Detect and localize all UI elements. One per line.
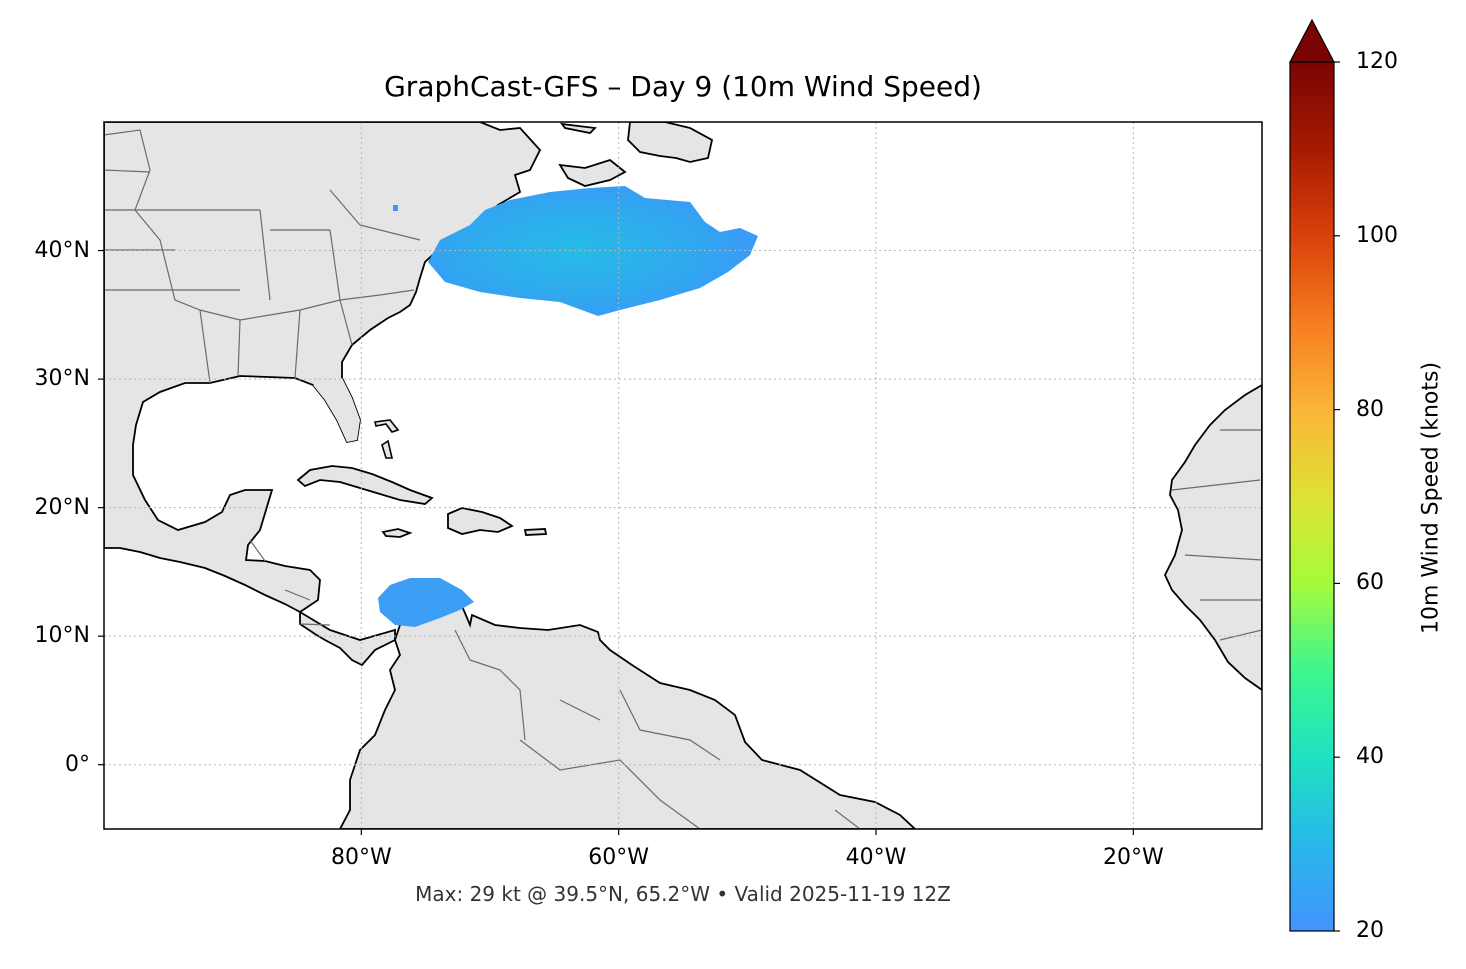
colorbar-scale — [1289, 61, 1335, 932]
lon-tick-label: 40°W — [845, 845, 907, 870]
hispaniola — [447, 507, 514, 535]
colorbar-tick-label: 80 — [1356, 396, 1384, 422]
lat-tick-label: 30°N — [34, 366, 90, 392]
colorbar-tick-label: 60 — [1356, 570, 1384, 596]
axis-ticks — [98, 249, 1134, 835]
anticosti-island — [560, 122, 597, 134]
colorbar-tick-label: 120 — [1356, 49, 1398, 74]
lat-tick-label: 10°N — [34, 623, 90, 649]
country-borders — [104, 129, 1262, 829]
great-lakes-wind-pixel — [393, 205, 398, 211]
lon-tick-label: 20°W — [1102, 845, 1164, 870]
colorbar-tick-label: 100 — [1356, 222, 1398, 248]
caribbean-wind-area — [378, 578, 474, 627]
nova-scotia — [558, 158, 627, 187]
florida-peninsula — [313, 378, 360, 442]
africa-landmass — [1164, 383, 1262, 692]
colorbar-ticks — [1334, 61, 1340, 932]
lat-tick-label: 40°N — [34, 237, 90, 263]
colorbar-tick-label: 20 — [1356, 918, 1384, 943]
gridlines — [104, 122, 1262, 829]
south-america-landmass — [338, 605, 917, 829]
lon-tick-label: 80°W — [330, 845, 392, 870]
colorbar-tick-label: 40 — [1356, 744, 1384, 770]
newfoundland — [627, 122, 714, 163]
bahamas — [374, 419, 400, 459]
lon-tick-label: 60°W — [588, 845, 650, 870]
colorbar-label: 10m Wind Speed (knots) — [1418, 361, 1444, 635]
lat-tick-label: 0° — [65, 751, 90, 777]
colorbar-extend-arrow — [1289, 18, 1335, 63]
wind-speed-shading — [378, 186, 758, 627]
puerto-rico — [523, 528, 548, 536]
max-info-footer: Max: 29 kt @ 39.5°N, 65.2°W • Valid 2025… — [415, 882, 951, 906]
jamaica — [381, 528, 413, 538]
lat-tick-label: 20°N — [34, 494, 90, 520]
western-atlantic-wind-area — [428, 186, 758, 316]
map-title: GraphCast-GFS – Day 9 (10m Wind Speed) — [384, 70, 982, 103]
cuba — [296, 465, 434, 505]
map-frame — [103, 121, 1263, 830]
land-layer — [104, 122, 1262, 829]
